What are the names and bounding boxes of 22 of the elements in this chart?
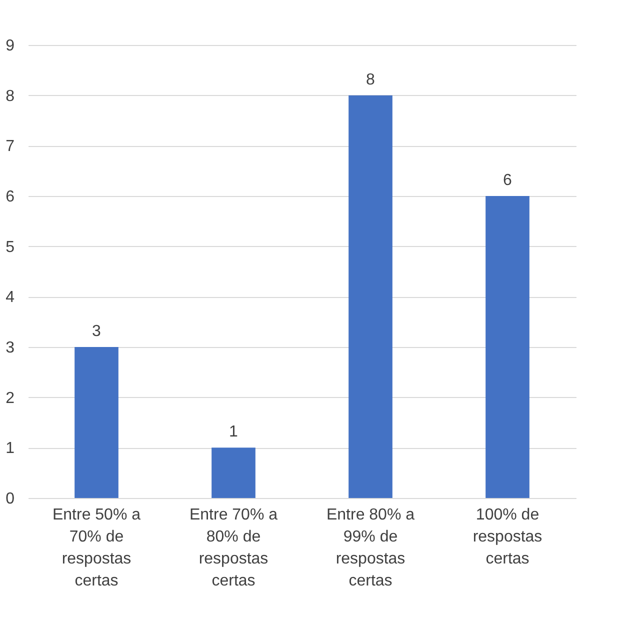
x-tick-label: Entre 50% a 70% de respostas certas	[52, 506, 141, 590]
data-label: 8	[366, 71, 376, 88]
y-tick-label: 6	[6, 188, 15, 206]
y-tick-label: 4	[6, 289, 15, 306]
y-tick-label: 3	[6, 340, 15, 356]
x-tick-label: 100% de respostas certas	[472, 506, 542, 568]
y-tick-label: 9	[6, 38, 15, 54]
y-tick-label: 0	[6, 490, 15, 508]
bar	[74, 347, 118, 498]
data-label: 3	[92, 323, 102, 340]
bar	[348, 95, 392, 498]
data-label: 6	[503, 172, 512, 189]
y-tick-label: 1	[6, 440, 15, 458]
y-tick-label: 8	[6, 88, 15, 105]
x-tick-label: Entre 70% a 80% de respostas certas	[189, 506, 278, 590]
data-label: 1	[229, 424, 238, 441]
y-tick-label: 5	[6, 238, 15, 256]
y-tick-label: 2	[6, 390, 15, 407]
bar	[212, 448, 256, 498]
x-tick-label: Entre 80% a 99% de respostas certas	[326, 506, 415, 590]
y-tick-label: 7	[6, 138, 15, 156]
bar	[486, 196, 530, 498]
